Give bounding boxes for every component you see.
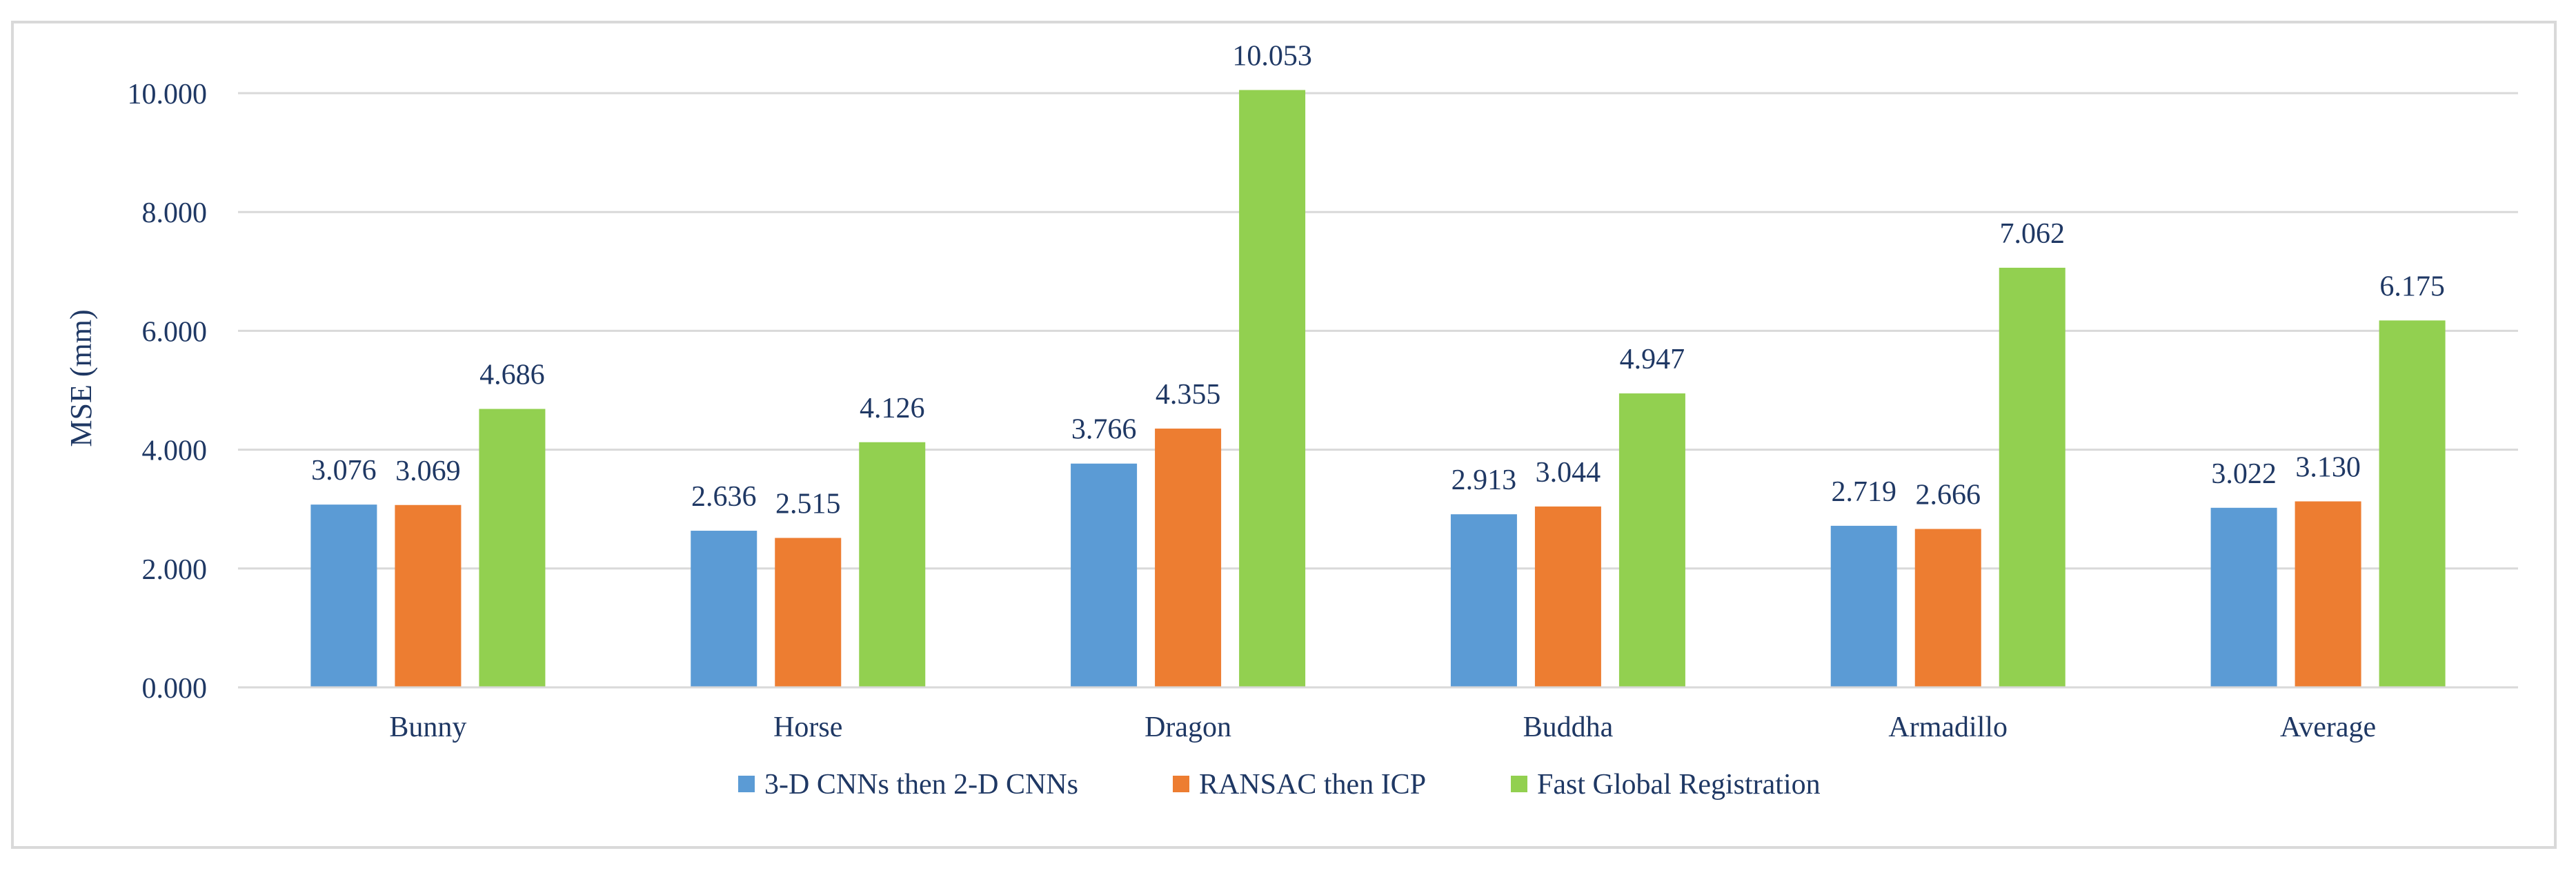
bar [2210, 507, 2277, 687]
bar [1830, 525, 1897, 687]
bars [310, 90, 2446, 687]
data-label: 10.053 [1232, 40, 1312, 72]
bar [1534, 506, 1601, 687]
bar [1071, 463, 1138, 687]
data-label: 4.947 [1620, 344, 1685, 375]
data-label: 3.022 [2211, 458, 2277, 490]
y-tick-label: 0.000 [142, 673, 208, 705]
bar [310, 504, 377, 687]
data-label: 4.355 [1156, 379, 1221, 411]
y-tick-label: 6.000 [142, 316, 208, 348]
y-tick-label: 4.000 [142, 435, 208, 467]
gridlines [238, 92, 2518, 689]
data-label: 3.069 [395, 455, 461, 487]
axes: MSE (mm) 0.000 2.000 4.000 6.000 8.000 10.000… [64, 79, 2518, 743]
legend-label: RANSAC then ICP [1199, 769, 1426, 801]
bar [1914, 529, 1981, 687]
bar [691, 531, 757, 687]
bar [1999, 267, 2065, 687]
y-axis-title: MSE (mm) [64, 309, 98, 447]
legend: 3-D CNNs then 2-D CNNs RANSAC then ICP Fas… [738, 769, 1821, 801]
data-label: 2.913 [1452, 464, 1517, 496]
x-tick-label: Average [2280, 712, 2376, 743]
bar [775, 538, 842, 687]
data-labels: 3.076 3.069 4.686 2.636 2.515 4.126 3.766 4.355… [311, 40, 2445, 520]
bar [2295, 501, 2361, 687]
data-label: 7.062 [2000, 218, 2065, 250]
legend-swatch [1511, 776, 1527, 792]
data-label: 6.175 [2379, 271, 2445, 302]
bar [1450, 514, 1517, 687]
bar [2379, 320, 2446, 687]
x-tick-label: Dragon [1145, 712, 1231, 743]
legend-swatch [1173, 776, 1189, 792]
data-label: 3.076 [311, 455, 377, 487]
y-tick-label: 8.000 [142, 197, 208, 229]
data-label: 4.126 [860, 393, 925, 424]
data-label: 3.130 [2295, 452, 2361, 484]
bar [1618, 393, 1685, 687]
bar [1155, 429, 1222, 687]
x-tick-label: Bunny [389, 712, 466, 743]
data-label: 2.636 [691, 481, 757, 513]
bar [479, 409, 546, 687]
data-label: 2.666 [1916, 479, 1981, 511]
legend-label: 3-D CNNs then 2-D CNNs [764, 769, 1078, 801]
legend-label: Fast Global Registration [1537, 769, 1821, 801]
x-tick-label: Buddha [1523, 712, 1614, 743]
y-tick-label: 10.000 [128, 79, 208, 110]
bar [395, 504, 462, 687]
data-label: 3.766 [1071, 414, 1137, 446]
bar [1239, 90, 1306, 687]
data-label: 3.044 [1536, 457, 1601, 489]
data-label: 4.686 [479, 360, 545, 391]
x-tick-label: Horse [773, 712, 842, 743]
y-tick-label: 2.000 [142, 554, 208, 586]
bar [859, 442, 926, 687]
data-label: 2.719 [1832, 476, 1897, 508]
data-label: 2.515 [775, 488, 841, 520]
x-tick-label: Armadillo [1888, 712, 2008, 743]
legend-swatch [738, 776, 755, 792]
